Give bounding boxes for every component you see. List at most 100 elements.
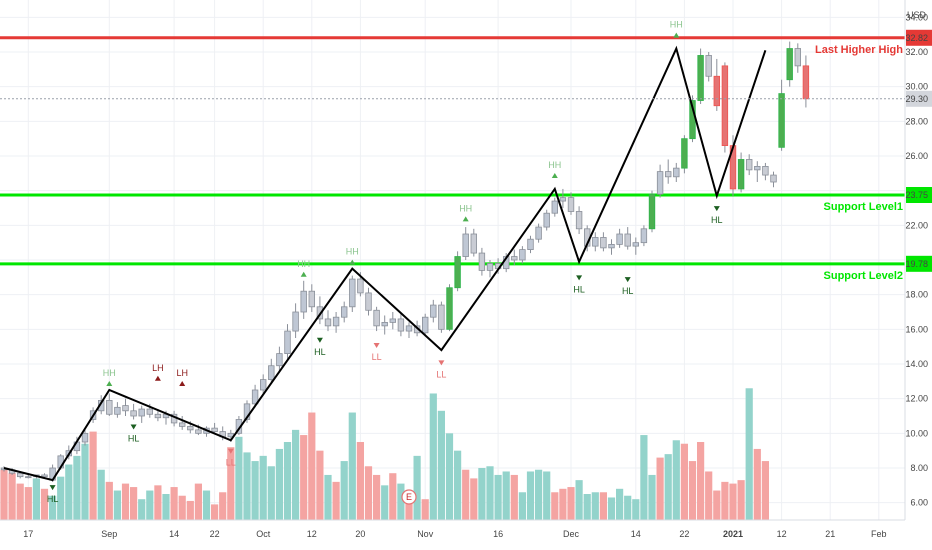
pivot-label: HL <box>128 433 140 443</box>
volume-bar <box>526 471 535 520</box>
candle-body <box>292 311 299 332</box>
candle-body <box>365 292 372 311</box>
volume-bar <box>283 442 292 520</box>
volume-bar <box>57 476 65 520</box>
volume-bar <box>308 412 316 520</box>
pivot-arrow <box>300 271 307 277</box>
candle-body <box>713 75 720 107</box>
volume-bar <box>364 466 373 520</box>
candle-body <box>130 410 137 417</box>
volume-bar <box>40 488 49 520</box>
candle-body <box>454 256 461 289</box>
price-tick-label: 30.00 <box>905 82 928 92</box>
candle-body <box>559 197 567 202</box>
volume-bar <box>259 455 267 520</box>
volume-bar <box>559 488 567 520</box>
volume-bar <box>697 442 705 520</box>
candle-body <box>397 318 405 332</box>
time-tick-label: 12 <box>307 529 317 539</box>
pivot-label: HH <box>548 160 561 170</box>
volume-bar <box>219 492 227 520</box>
volume-bar <box>389 473 397 520</box>
volume-bar <box>243 452 251 520</box>
candle-body <box>154 413 162 419</box>
volume-bar <box>405 497 413 520</box>
candle-body <box>41 474 48 478</box>
candle-body <box>754 165 761 171</box>
candle-body <box>802 65 810 100</box>
candle-body <box>357 278 364 294</box>
volume-bar <box>413 455 421 520</box>
candle-body <box>178 422 186 427</box>
earnings-marker[interactable]: E <box>401 489 417 505</box>
last-price-text: 29.30 <box>905 94 928 104</box>
volume-bar <box>599 492 607 520</box>
volume-bar <box>518 492 526 520</box>
candle-body <box>308 290 315 308</box>
pivot-arrow <box>154 375 161 381</box>
pivot-arrow <box>462 216 469 222</box>
time-tick-label: 14 <box>631 529 641 539</box>
pivot-arrow <box>576 275 583 281</box>
candle-body <box>430 304 437 318</box>
pivot-label: HH <box>103 368 116 378</box>
volume-bar <box>591 492 599 520</box>
pivot-arrow <box>713 206 720 212</box>
volume-bar <box>146 490 154 520</box>
volume-bar <box>705 471 713 520</box>
volume-bars <box>0 388 769 520</box>
volume-bar <box>49 495 57 520</box>
volume-bar <box>194 483 202 520</box>
pivot-arrow <box>624 277 631 283</box>
candle-body <box>543 212 550 228</box>
candle-body <box>794 48 801 67</box>
volume-bar <box>235 436 243 520</box>
volume-bar <box>65 464 73 520</box>
pivot-label: HH <box>459 203 472 213</box>
volume-bar <box>737 480 745 520</box>
volume-bar <box>292 429 300 520</box>
pivot-label: LH <box>152 363 164 373</box>
volume-bar <box>324 474 332 520</box>
pivot-label: LH <box>176 368 188 378</box>
volume-bar <box>381 485 389 520</box>
earnings-badge <box>401 489 417 505</box>
grid-lines <box>0 0 905 520</box>
zigzag-polyline <box>3 45 767 482</box>
time-tick-label: 22 <box>210 529 220 539</box>
volume-bar <box>454 450 462 520</box>
time-axis[interactable]: 17 Sep 14 22 Oct 12 20 Nov 16 Dec 14 22 2021 12 21 Feb <box>0 519 905 550</box>
volume-bar <box>486 466 494 520</box>
candle-body <box>648 193 656 230</box>
volume-bar <box>178 495 186 520</box>
candle-body <box>600 237 607 249</box>
volume-bar <box>89 431 97 520</box>
candle-body <box>349 278 356 308</box>
price-tick-label: 16.00 <box>905 324 928 334</box>
volume-bar <box>97 469 105 520</box>
volume-bar <box>640 435 648 520</box>
candle-body <box>381 321 388 327</box>
volume-bar <box>445 433 454 520</box>
volume-bar <box>688 461 697 520</box>
pivot-arrow <box>349 259 356 265</box>
price-tick-label: 10.00 <box>905 428 928 438</box>
candle-body <box>211 427 218 432</box>
pivot-arrow <box>130 424 137 430</box>
time-tick-label: 16 <box>493 529 503 539</box>
candle-body <box>567 197 575 212</box>
volume-bar <box>348 412 356 520</box>
candle-body <box>122 405 129 412</box>
candle-body <box>114 406 121 415</box>
volume-bar <box>478 468 486 520</box>
level-price-tag <box>906 187 932 203</box>
volume-bar <box>32 478 40 520</box>
price-tick-label: 34.00 <box>905 12 928 22</box>
volume-bar <box>551 492 559 520</box>
volume-bar <box>251 461 259 520</box>
volume-bar <box>745 388 753 520</box>
volume-bar <box>162 494 170 520</box>
candle-body <box>535 226 542 240</box>
